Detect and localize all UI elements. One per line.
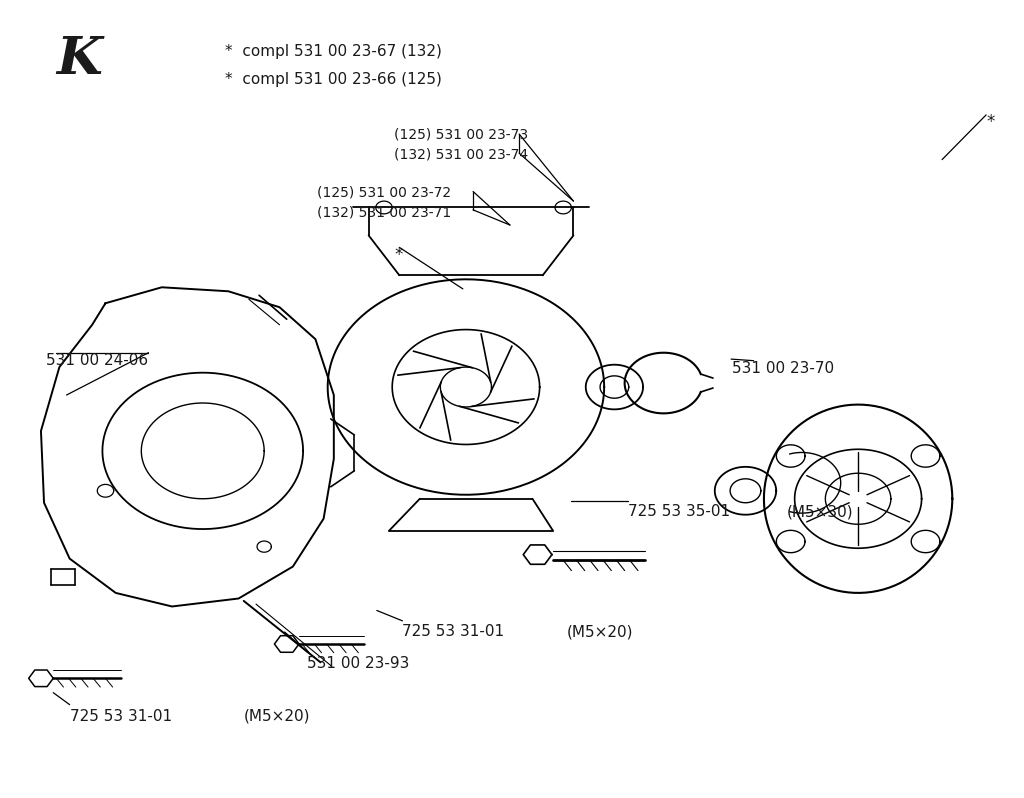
Text: (M5×20): (M5×20) bbox=[244, 709, 310, 724]
Text: (125) 531 00 23-72: (125) 531 00 23-72 bbox=[317, 185, 452, 200]
Text: 531 00 24-06: 531 00 24-06 bbox=[46, 353, 148, 368]
Text: 531 00 23-93: 531 00 23-93 bbox=[307, 656, 410, 671]
Text: *  compl 531 00 23-66 (125): * compl 531 00 23-66 (125) bbox=[225, 72, 442, 87]
Text: (132) 531 00 23-71: (132) 531 00 23-71 bbox=[317, 205, 452, 219]
Text: K: K bbox=[56, 34, 102, 85]
Text: 725 53 31-01: 725 53 31-01 bbox=[70, 709, 172, 724]
Text: (125) 531 00 23-73: (125) 531 00 23-73 bbox=[394, 128, 528, 142]
Text: (132) 531 00 23-74: (132) 531 00 23-74 bbox=[394, 148, 528, 162]
Text: 531 00 23-70: 531 00 23-70 bbox=[732, 361, 835, 376]
Text: *: * bbox=[986, 113, 994, 132]
Text: 725 53 35-01: 725 53 35-01 bbox=[628, 504, 730, 519]
Text: *  compl 531 00 23-67 (132): * compl 531 00 23-67 (132) bbox=[225, 44, 442, 59]
Text: *: * bbox=[394, 246, 402, 264]
Text: (M5×30): (M5×30) bbox=[786, 504, 853, 519]
Text: 725 53 31-01: 725 53 31-01 bbox=[402, 624, 505, 639]
Text: (M5×20): (M5×20) bbox=[566, 624, 633, 639]
